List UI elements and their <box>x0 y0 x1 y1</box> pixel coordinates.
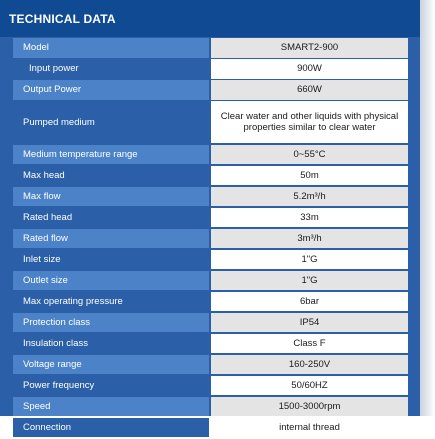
spec-value: 3m³/h <box>211 228 408 248</box>
spec-value: SMART2-900 <box>211 38 408 58</box>
spec-label: Insulation class <box>13 333 209 353</box>
technical-data-panel: TECHNICAL DATA Model SMART2-900 Input po… <box>0 0 420 437</box>
spec-row-protection-class: Protection class IP54 <box>13 312 408 332</box>
spec-label: Outlet size <box>13 270 209 290</box>
spec-row-speed: Speed 1500-3000rpm <box>13 396 408 416</box>
spec-value: 900W <box>211 59 408 79</box>
spec-value: 5.2m³/h <box>211 186 408 206</box>
spec-value: 1"G <box>211 249 408 269</box>
spec-label: Pumped medium <box>13 101 209 143</box>
spec-row-max-head: Max head 50m <box>13 165 408 185</box>
page-title: TECHNICAL DATA <box>9 12 116 26</box>
spec-row-rated-head: Rated head 33m <box>13 207 408 227</box>
spec-label: Medium temperature range <box>13 144 209 164</box>
spec-value: 50/60HZ <box>211 375 408 395</box>
spec-row-input-power: Input power 900W <box>13 59 408 79</box>
spec-value: 0~55°C <box>211 144 408 164</box>
spec-row-pumped-medium: Pumped medium Clear water and other liqu… <box>13 101 408 143</box>
spec-label: Speed <box>13 396 209 416</box>
spec-label: Input power <box>13 59 209 79</box>
spec-row-max-flow: Max flow 5.2m³/h <box>13 186 408 206</box>
spec-label: Protection class <box>13 312 209 332</box>
spec-value: 1500-3000rpm <box>211 396 408 416</box>
page-edge-shadow <box>420 0 435 416</box>
spec-label: Max operating pressure <box>13 291 209 311</box>
spec-label: Max flow <box>13 186 209 206</box>
spec-row-max-operating-pressure: Max operating pressure 6bar <box>13 291 408 311</box>
spec-label: Rated head <box>13 207 209 227</box>
spec-label: Max head <box>13 165 209 185</box>
spec-row-voltage-range: Voltage range 160-250V <box>13 354 408 374</box>
spec-label: Inlet size <box>13 249 209 269</box>
spec-row-inlet-size: Inlet size 1"G <box>13 249 408 269</box>
spec-row-rated-flow: Rated flow 3m³/h <box>13 228 408 248</box>
spec-value: 160-250V <box>211 354 408 374</box>
spec-value: Class F <box>211 333 408 353</box>
spec-label: Rated flow <box>13 228 209 248</box>
spec-row-outlet-size: Outlet size 1"G <box>13 270 408 290</box>
spec-value: 50m <box>211 165 408 185</box>
spec-row-insulation-class: Insulation class Class F <box>13 333 408 353</box>
spec-value: Clear water and other liquids with physi… <box>211 101 408 143</box>
spec-table: Model SMART2-900 Input power 900W Output… <box>13 38 408 439</box>
spec-row-output-power: Output Power 660W <box>13 80 408 100</box>
spec-value: internal thread <box>211 417 408 437</box>
spec-row-connection: Connection internal thread <box>13 417 408 437</box>
spec-label: Connection <box>13 417 209 437</box>
spec-row-model: Model SMART2-900 <box>13 38 408 58</box>
spec-value: 1"G <box>211 270 408 290</box>
spec-value: IP54 <box>211 312 408 332</box>
spec-value: 6bar <box>211 291 408 311</box>
spec-row-medium-temperature: Medium temperature range 0~55°C <box>13 144 408 164</box>
spec-label: Voltage range <box>13 354 209 374</box>
spec-row-power-frequency: Power frequency 50/60HZ <box>13 375 408 395</box>
spec-value: 660W <box>211 80 408 100</box>
spec-label: Power frequency <box>13 375 209 395</box>
spec-label: Model <box>13 38 209 58</box>
panel-header: TECHNICAL DATA <box>0 0 420 37</box>
spec-label: Output Power <box>13 80 209 100</box>
spec-value: 33m <box>211 207 408 227</box>
